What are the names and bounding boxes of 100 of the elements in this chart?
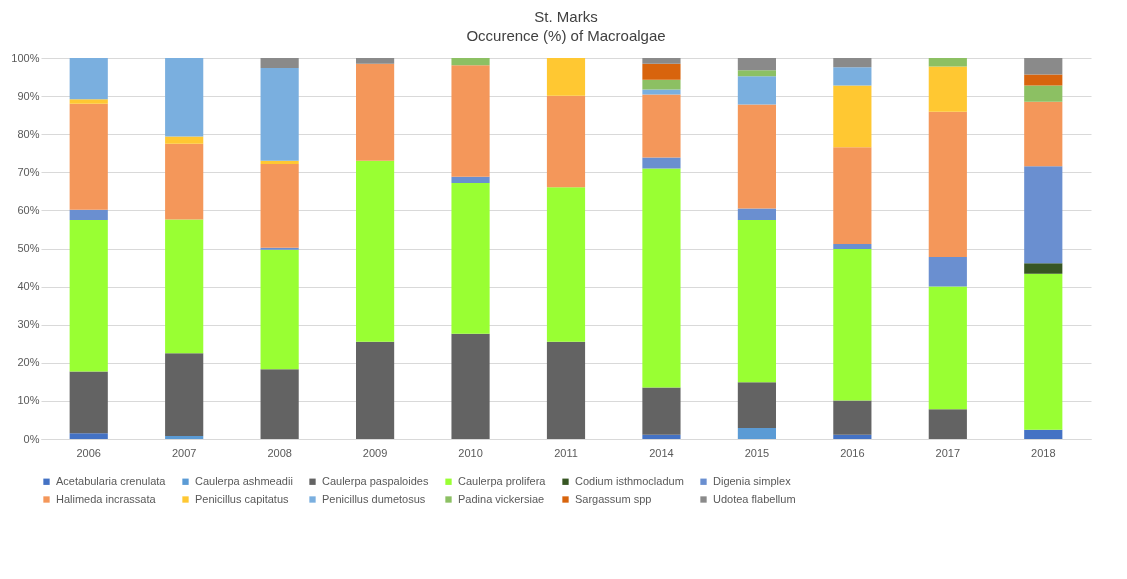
bar — [260, 67, 299, 161]
y-tick-label: 80% — [17, 127, 40, 140]
bar — [356, 63, 395, 161]
bar — [833, 58, 872, 68]
bar — [737, 427, 776, 439]
bar — [451, 182, 490, 334]
x-tick-label: 2014 — [649, 446, 674, 459]
bar — [1024, 273, 1063, 430]
bar — [260, 369, 299, 439]
bar — [451, 176, 490, 183]
bar — [546, 341, 586, 439]
bar — [642, 434, 681, 439]
bar — [928, 256, 967, 287]
bar — [833, 147, 872, 244]
bar — [69, 219, 108, 372]
bar — [833, 243, 872, 249]
bar — [260, 163, 299, 248]
y-tick-label: 10% — [17, 394, 40, 407]
bar — [642, 387, 681, 435]
y-tick-label: 100% — [11, 51, 40, 64]
bar — [737, 219, 776, 383]
bar — [165, 353, 204, 436]
x-tick-label: 2006 — [76, 446, 101, 459]
bar — [546, 95, 586, 188]
bar — [642, 79, 681, 90]
legend-label: Digenia simplex — [713, 474, 792, 487]
x-tick-label: 2010 — [458, 446, 483, 459]
bar — [737, 104, 776, 209]
legend-label: Penicillus dumetosus — [322, 492, 426, 505]
bar — [1024, 429, 1063, 439]
bar — [1024, 58, 1063, 75]
legend-label: Caulerpa paspaloides — [322, 474, 429, 487]
bar — [642, 157, 681, 169]
bar — [356, 160, 395, 342]
bar — [642, 168, 681, 388]
bar — [642, 63, 681, 80]
bar — [165, 58, 204, 137]
bar — [1024, 263, 1063, 274]
bar — [165, 435, 204, 439]
y-tick-label: 0% — [23, 432, 40, 445]
x-tick-label: 2007 — [171, 446, 197, 459]
bar — [69, 103, 108, 210]
legend-label: Udotea flabellum — [713, 492, 796, 505]
bar — [737, 58, 776, 71]
legend-label: Caulerpa prolifera — [458, 474, 547, 487]
bar — [642, 94, 681, 158]
bar — [165, 136, 204, 144]
x-tick-label: 2015 — [744, 446, 770, 459]
y-tick-label: 90% — [17, 89, 40, 102]
legend-label: Acetabularia crenulata — [56, 474, 167, 487]
bar — [737, 76, 776, 105]
x-tick-label: 2008 — [267, 446, 292, 459]
bar — [833, 248, 872, 401]
legend-label: Penicillus capitatus — [195, 492, 290, 505]
bar — [833, 434, 872, 439]
bar — [642, 89, 681, 95]
bar — [928, 111, 967, 257]
y-tick-label: 20% — [17, 356, 40, 369]
x-tick-label: 2011 — [554, 446, 578, 459]
bar — [451, 65, 490, 177]
x-tick-label: 2009 — [362, 446, 388, 459]
bar — [928, 58, 967, 67]
bar — [451, 333, 490, 439]
bar — [260, 160, 299, 164]
bar — [737, 70, 776, 77]
bar — [833, 400, 872, 435]
legend-label: Codium isthmocladum — [575, 474, 684, 487]
bar — [69, 58, 108, 100]
bar — [928, 66, 967, 112]
y-tick-label: 30% — [17, 318, 40, 331]
chart-subtitle: Occurence (%) of Macroalgae — [466, 27, 666, 44]
bar — [833, 67, 872, 86]
bar — [69, 99, 108, 104]
bar — [165, 219, 204, 354]
bar — [642, 58, 681, 64]
bar — [356, 58, 395, 64]
legend-label: Caulerpa ashmeadii — [195, 474, 293, 487]
bar — [69, 433, 108, 439]
bar — [928, 286, 967, 410]
bar — [69, 371, 108, 434]
bar — [165, 143, 204, 220]
bar — [546, 58, 586, 96]
y-tick-label: 70% — [17, 165, 40, 178]
bar — [737, 382, 776, 428]
bar — [833, 85, 872, 148]
bar — [356, 341, 395, 439]
bar — [451, 58, 490, 66]
x-tick-label: 2017 — [935, 446, 961, 459]
bar — [1024, 166, 1063, 264]
bar — [260, 249, 299, 370]
y-tick-label: 50% — [17, 242, 40, 254]
bar — [1024, 101, 1063, 167]
bar — [928, 409, 967, 439]
bar — [1024, 85, 1063, 102]
legend-label: Sargassum spp — [575, 492, 652, 505]
bar — [546, 187, 586, 342]
legend-label: Padina vickersiae — [458, 492, 545, 505]
y-tick-label: 40% — [17, 280, 40, 293]
y-tick-label: 60% — [17, 203, 40, 216]
legend-label: Halimeda incrassata — [56, 492, 157, 505]
